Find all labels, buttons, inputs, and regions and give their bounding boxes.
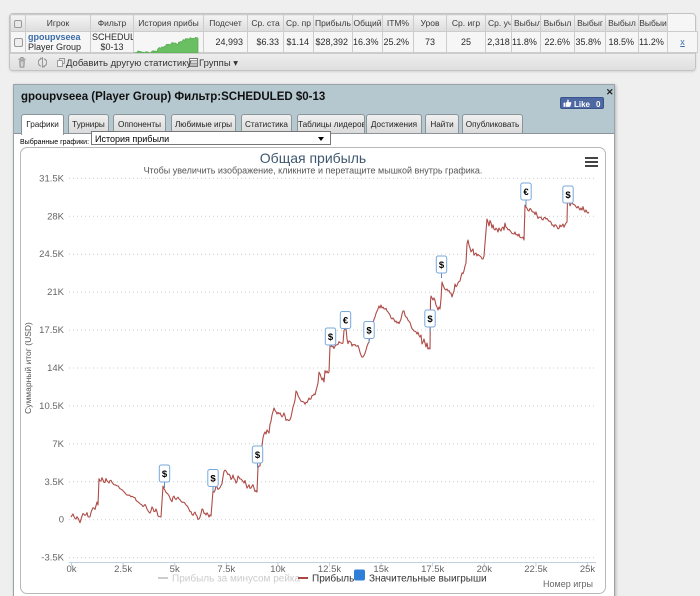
svg-text:17.5K: 17.5K — [39, 325, 64, 336]
svg-text:$: $ — [162, 469, 168, 480]
svg-text:3.5K: 3.5K — [44, 477, 64, 488]
svg-text:Значительные выигрыши: Значительные выигрыши — [369, 574, 487, 585]
svg-text:0: 0 — [59, 515, 64, 526]
svg-text:$: $ — [366, 326, 372, 337]
svg-text:Прибыль: Прибыль — [312, 573, 354, 585]
svg-text:2.5k: 2.5k — [114, 564, 132, 575]
svg-text:7K: 7K — [52, 439, 64, 450]
svg-text:12.5k: 12.5k — [318, 564, 341, 575]
svg-text:€: € — [343, 316, 349, 327]
svg-text:Прибыль за минусом рейка: Прибыль за минусом рейка — [172, 573, 301, 585]
svg-text:Номер игры: Номер игры — [543, 579, 593, 589]
svg-text:-3.5K: -3.5K — [41, 553, 64, 564]
svg-text:17.5k: 17.5k — [421, 564, 444, 575]
svg-text:24.5K: 24.5K — [39, 249, 64, 260]
svg-text:$: $ — [565, 190, 571, 201]
svg-text:0k: 0k — [66, 564, 76, 575]
svg-text:7.5k: 7.5k — [217, 564, 235, 575]
svg-text:14K: 14K — [47, 363, 65, 374]
svg-text:15k: 15k — [373, 564, 389, 575]
svg-text:Чтобы увеличить изображение, к: Чтобы увеличить изображение, кликните и … — [144, 166, 483, 176]
svg-text:$: $ — [210, 474, 216, 485]
svg-text:31.5K: 31.5K — [39, 173, 64, 184]
svg-text:21K: 21K — [47, 287, 65, 298]
svg-text:$: $ — [328, 332, 334, 343]
svg-text:10.5K: 10.5K — [39, 401, 64, 412]
svg-text:Суммарный итог (USD): Суммарный итог (USD) — [23, 322, 33, 414]
svg-text:$: $ — [427, 314, 433, 325]
svg-text:20k: 20k — [477, 564, 493, 575]
svg-text:10k: 10k — [270, 564, 286, 575]
svg-text:5k: 5k — [170, 564, 180, 575]
svg-text:28K: 28K — [47, 211, 65, 222]
svg-text:Общая прибыль: Общая прибыль — [260, 150, 366, 166]
svg-text:25k: 25k — [580, 564, 596, 575]
svg-text:$: $ — [439, 260, 445, 271]
svg-text:€: € — [523, 187, 529, 198]
svg-text:$: $ — [255, 450, 261, 461]
svg-text:22.5k: 22.5k — [524, 564, 547, 575]
